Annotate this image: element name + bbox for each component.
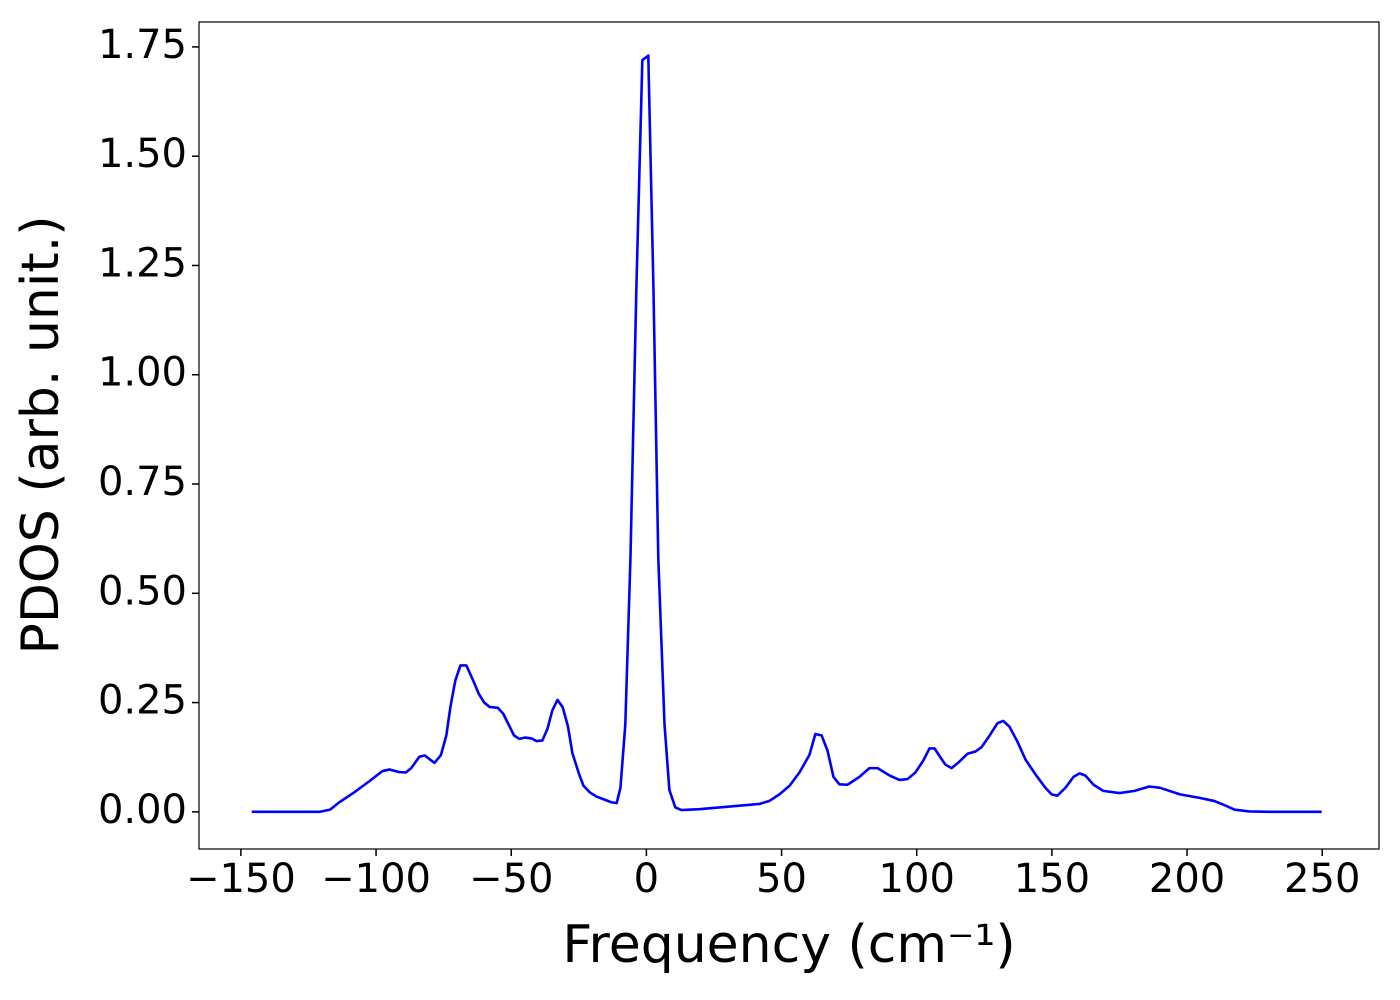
x-tick-label: 200 <box>1149 856 1225 902</box>
y-tick-label: 1.50 <box>98 131 187 177</box>
x-tick-label: 250 <box>1284 856 1360 902</box>
line-series <box>251 54 1322 814</box>
y-tick-label: 0.25 <box>98 678 187 724</box>
x-tick-label: 50 <box>756 856 807 902</box>
y-axis-label: PDOS (arb. unit.) <box>11 215 71 654</box>
plot-frame <box>198 21 1380 850</box>
x-tick-label: −100 <box>321 856 431 902</box>
y-tick-label: 0.75 <box>98 459 187 505</box>
x-tick-label: −150 <box>186 856 296 902</box>
x-tick-label: 100 <box>879 856 955 902</box>
x-tick-label: −50 <box>469 856 553 902</box>
y-tick-label: 0.00 <box>98 787 187 833</box>
x-tick-label: 150 <box>1014 856 1090 902</box>
y-tick-label: 0.50 <box>98 568 187 614</box>
y-tick-label: 1.25 <box>98 240 187 286</box>
x-axis-label: Frequency (cm⁻¹) <box>562 915 1015 975</box>
y-tick-label: 1.00 <box>98 350 187 396</box>
y-tick-label: 1.75 <box>98 22 187 68</box>
x-tick-label: 0 <box>634 856 659 902</box>
